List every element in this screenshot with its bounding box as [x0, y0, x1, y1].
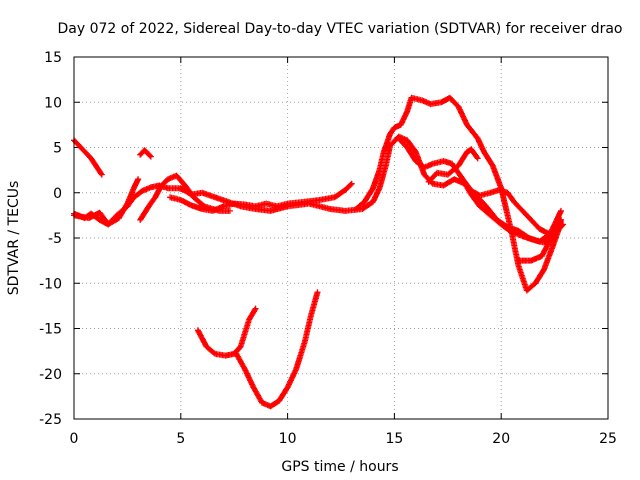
series-markers	[425, 146, 481, 185]
series-arc-12	[515, 216, 564, 264]
y-ticks: -25 -20 -15 -10 -5 0 5 10 15	[39, 50, 608, 428]
y-tick-label: -25	[39, 412, 62, 428]
x-ticks: 0 5 10 15 20 25	[70, 57, 617, 447]
y-tick-label: 0	[53, 186, 62, 202]
series-arc-7	[167, 180, 355, 214]
series-arc-13	[194, 305, 259, 359]
series-arc-10	[425, 146, 481, 185]
x-tick-label: 25	[599, 431, 617, 447]
y-tick-label: 5	[53, 141, 62, 157]
series-arc-4	[137, 147, 154, 160]
series-arc-11	[466, 185, 564, 245]
plot-frame	[73, 56, 609, 420]
grid	[74, 57, 608, 419]
x-tick-label: 5	[176, 431, 185, 447]
x-tick-label: 15	[385, 431, 403, 447]
y-tick-label: 10	[44, 95, 62, 111]
series-markers	[167, 180, 355, 214]
y-tick-label: -5	[48, 231, 62, 247]
x-tick-label: 10	[279, 431, 297, 447]
x-axis-label: GPS time / hours	[281, 459, 398, 475]
series-arc-14	[233, 289, 321, 410]
y-tick-label: 15	[44, 50, 62, 66]
series-markers	[515, 216, 564, 264]
chart-title: Day 072 of 2022, Sidereal Day-to-day VTE…	[57, 21, 622, 37]
x-tick-label: 0	[70, 431, 79, 447]
y-tick-label: -10	[39, 276, 62, 292]
y-axis-label: SDTVAR / TECUs	[6, 181, 22, 296]
y-tick-label: -20	[39, 367, 62, 383]
series-markers	[233, 289, 321, 410]
series-arc-8	[353, 94, 567, 294]
y-tick-label: -15	[39, 322, 62, 338]
series-markers	[353, 94, 567, 294]
series-markers	[137, 147, 154, 160]
x-tick-label: 20	[492, 431, 510, 447]
series-markers	[194, 305, 259, 359]
series-markers	[466, 185, 564, 245]
